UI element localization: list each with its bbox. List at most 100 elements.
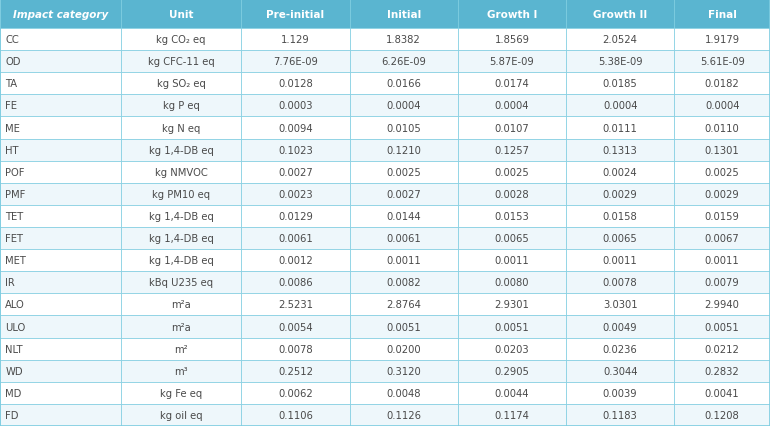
Text: 0.0012: 0.0012 [278,256,313,265]
Bar [566,0,675,29]
Text: 0.0025: 0.0025 [705,167,739,177]
Bar [458,95,566,117]
Bar [566,250,675,272]
Bar [675,95,770,117]
Text: 0.0129: 0.0129 [278,211,313,222]
Bar [458,29,566,51]
Bar [350,272,458,294]
Bar [0,117,121,139]
Bar [242,205,350,227]
Bar [350,227,458,250]
Text: PMF: PMF [5,190,25,199]
Text: 0.0080: 0.0080 [494,278,529,288]
Text: 0.0029: 0.0029 [603,190,638,199]
Bar [0,95,121,117]
Text: 7.76E-09: 7.76E-09 [273,57,318,67]
Bar [458,51,566,73]
Bar [675,73,770,95]
Bar [675,338,770,360]
Text: kg SO₂ eq: kg SO₂ eq [156,79,206,89]
Bar [0,338,121,360]
Text: 0.0044: 0.0044 [494,388,529,398]
Text: kg 1,4-DB eq: kg 1,4-DB eq [149,233,213,244]
Bar [0,294,121,316]
Bar [458,404,566,426]
Text: 0.0203: 0.0203 [494,344,529,354]
Text: 1.129: 1.129 [281,35,310,45]
Text: 3.0301: 3.0301 [603,300,638,310]
Text: kg CO₂ eq: kg CO₂ eq [156,35,206,45]
Bar [566,73,675,95]
Bar [0,382,121,404]
Bar [566,51,675,73]
Text: 0.0158: 0.0158 [603,211,638,222]
Bar [566,338,675,360]
Text: kg 1,4-DB eq: kg 1,4-DB eq [149,145,213,155]
Text: m²a: m²a [171,322,191,332]
Bar [350,382,458,404]
Bar [566,316,675,338]
Bar [350,316,458,338]
Bar [566,183,675,205]
Text: kg P eq: kg P eq [162,101,199,111]
Text: 0.1210: 0.1210 [387,145,421,155]
Bar [675,161,770,183]
Text: 0.0051: 0.0051 [705,322,739,332]
Bar [675,404,770,426]
Bar [675,205,770,227]
Text: 2.5231: 2.5231 [278,300,313,310]
Bar [0,139,121,161]
Bar [566,294,675,316]
Text: FD: FD [5,410,19,420]
Text: 2.9301: 2.9301 [494,300,530,310]
Text: 0.1174: 0.1174 [494,410,530,420]
Bar [0,272,121,294]
Text: 0.3044: 0.3044 [603,366,638,376]
Text: 5.61E-09: 5.61E-09 [700,57,745,67]
Bar [121,205,242,227]
Text: 0.0011: 0.0011 [603,256,638,265]
Text: 0.0004: 0.0004 [705,101,739,111]
Bar [121,73,242,95]
Bar [458,139,566,161]
Bar [566,139,675,161]
Text: 0.0041: 0.0041 [705,388,739,398]
Text: 0.0086: 0.0086 [278,278,313,288]
Bar [566,382,675,404]
Text: 0.0111: 0.0111 [603,123,638,133]
Bar [350,360,458,382]
Text: 0.0236: 0.0236 [603,344,638,354]
Text: 0.0025: 0.0025 [494,167,529,177]
Text: 0.1126: 0.1126 [387,410,421,420]
Bar [675,117,770,139]
Bar [242,29,350,51]
Bar [242,360,350,382]
Bar [675,183,770,205]
Bar [0,250,121,272]
Text: m³: m³ [174,366,188,376]
Text: ULO: ULO [5,322,25,332]
Bar [458,117,566,139]
Bar [0,29,121,51]
Text: Impact category: Impact category [13,9,108,20]
Text: 0.0110: 0.0110 [705,123,739,133]
Bar [242,0,350,29]
Bar [121,360,242,382]
Bar [242,338,350,360]
Bar [458,382,566,404]
Bar [121,316,242,338]
Text: 0.0004: 0.0004 [603,101,638,111]
Bar [458,338,566,360]
Text: 0.0065: 0.0065 [494,233,529,244]
Text: 0.0153: 0.0153 [494,211,529,222]
Bar [0,227,121,250]
Text: Unit: Unit [169,9,193,20]
Text: 0.2905: 0.2905 [494,366,530,376]
Text: kg PM10 eq: kg PM10 eq [152,190,210,199]
Bar [675,227,770,250]
Text: kBq U235 eq: kBq U235 eq [149,278,213,288]
Text: 0.0212: 0.0212 [705,344,739,354]
Text: 0.0025: 0.0025 [387,167,421,177]
Bar [121,227,242,250]
Text: 0.0028: 0.0028 [494,190,529,199]
